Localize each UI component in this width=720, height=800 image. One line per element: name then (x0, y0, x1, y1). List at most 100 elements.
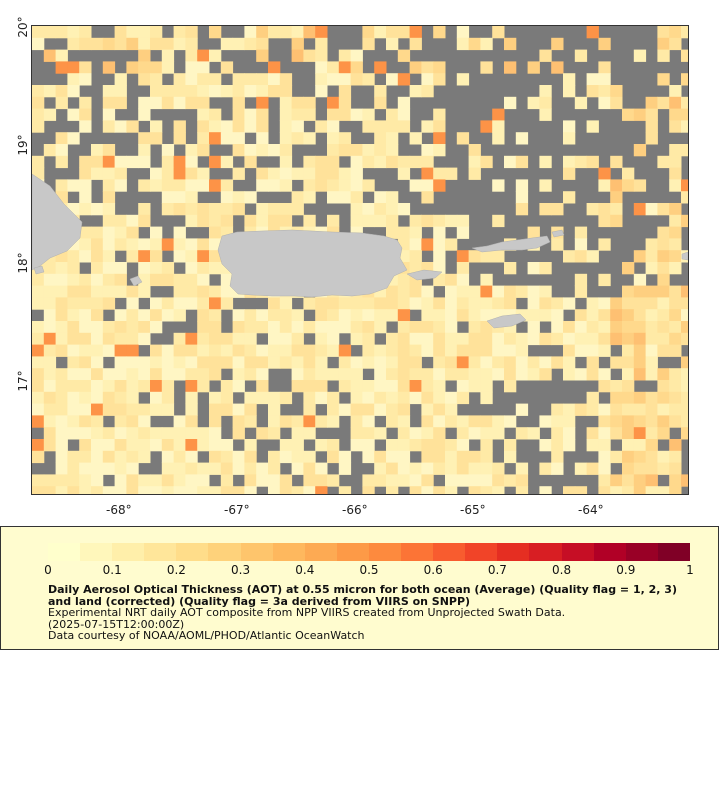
map-area[interactable] (31, 25, 689, 495)
aot-cell (433, 486, 446, 494)
aot-cell (456, 73, 470, 86)
aot-cell (397, 344, 411, 357)
aot-cell (279, 120, 293, 133)
aot-cell (291, 439, 304, 452)
aot-cell (586, 321, 599, 334)
aot-cell (173, 191, 186, 204)
aot-cell (610, 85, 623, 98)
aot-cell (32, 321, 45, 334)
aot-cell (445, 297, 458, 310)
aot-cell (55, 273, 68, 287)
aot-cell (126, 344, 139, 357)
colorbar-segment (625, 543, 658, 561)
aot-cell (185, 85, 198, 98)
aot-cell (421, 214, 434, 228)
aot-map[interactable] (32, 26, 688, 494)
aot-cell (622, 368, 635, 381)
aot-cell (232, 309, 245, 322)
aot-cell (598, 368, 611, 381)
aot-cell (456, 37, 470, 51)
aot-cell (161, 37, 175, 51)
aot-cell (303, 450, 316, 464)
aot-cell (150, 179, 163, 192)
aot-cell (126, 450, 139, 464)
aot-cell (551, 37, 564, 51)
aot-cell (150, 238, 163, 251)
aot-cell (150, 309, 163, 322)
aot-cell (209, 85, 222, 98)
aot-cell (504, 439, 517, 452)
aot-cell (409, 321, 422, 334)
aot-cell (91, 250, 104, 263)
aot-cell (622, 403, 635, 416)
aot-cell (338, 368, 352, 381)
aot-cell (303, 191, 316, 204)
aot-cell (185, 368, 198, 381)
aot-cell (433, 462, 446, 475)
aot-cell (268, 486, 281, 494)
aot-cell (669, 344, 682, 357)
aot-cell (622, 486, 635, 494)
aot-cell (138, 403, 151, 416)
aot-cell (669, 26, 682, 39)
aot-cell (610, 380, 623, 393)
aot-cell (657, 273, 670, 287)
aot-cell (669, 179, 682, 192)
aot-cell (327, 155, 340, 169)
aot-cell (138, 179, 151, 192)
aot-cell (397, 462, 411, 475)
aot-cell (102, 391, 116, 405)
aot-cell (657, 262, 670, 275)
aot-cell (386, 391, 399, 405)
aot-cell (445, 167, 458, 180)
aot-cell (150, 167, 163, 180)
aot-cell (327, 73, 340, 86)
aot-cell (102, 144, 116, 157)
aot-cell (79, 167, 92, 180)
aot-cell (173, 85, 186, 98)
aot-cell (315, 61, 328, 74)
aot-cell (161, 191, 175, 204)
aot-cell (433, 26, 446, 39)
aot-cell (161, 462, 175, 475)
aot-cell (161, 427, 175, 440)
aot-cell (173, 356, 186, 369)
aot-cell (67, 37, 80, 51)
aot-cell (67, 321, 80, 334)
aot-cell (669, 226, 682, 239)
aot-cell (279, 203, 293, 216)
aot-cell (350, 403, 363, 416)
aot-cell (409, 132, 422, 145)
aot-cell (397, 120, 411, 133)
aot-cell (91, 427, 104, 440)
aot-cell (527, 285, 540, 298)
aot-cell (598, 462, 611, 475)
aot-cell (55, 462, 68, 475)
colorbar-segment (144, 543, 177, 561)
aot-cell (161, 344, 175, 357)
aot-cell (244, 403, 257, 416)
aot-cell (362, 297, 375, 310)
aot-cell (55, 262, 68, 275)
aot-cell (232, 486, 245, 494)
aot-cell (362, 332, 375, 346)
aot-cell (43, 49, 57, 62)
aot-cell (102, 179, 116, 192)
aot-cell (386, 439, 399, 452)
aot-cell (539, 332, 552, 346)
aot-cell (386, 474, 399, 487)
aot-cell (209, 73, 222, 86)
legend-title: Daily Aerosol Optical Thickness (AOT) at… (48, 583, 677, 608)
aot-cell (185, 462, 198, 475)
aot-cell (492, 474, 505, 487)
small-isle-1 (33, 265, 45, 275)
aot-cell (456, 226, 470, 239)
cb-tick-0.2: 0.2 (166, 563, 186, 577)
aot-cell (220, 85, 234, 98)
aot-cell (67, 73, 80, 86)
aot-cell (43, 391, 57, 405)
aot-cell (622, 474, 635, 487)
aot-cell (279, 85, 293, 98)
aot-cell (173, 132, 186, 145)
aot-cell (67, 332, 80, 346)
